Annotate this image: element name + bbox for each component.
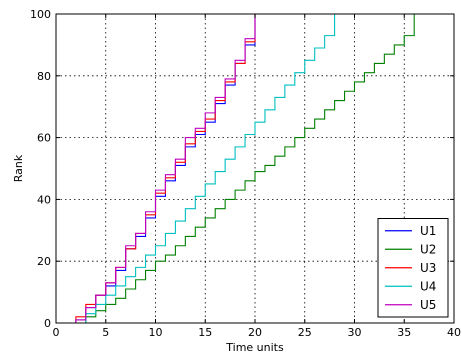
x-tick-label: 40 <box>447 326 461 339</box>
legend-label-u5: U5 <box>420 298 436 312</box>
x-tick-label: 30 <box>348 326 362 339</box>
y-tick-label: 100 <box>30 8 51 21</box>
legend: U1 U2 U3 U4 U5 <box>377 218 449 318</box>
x-tick-label: 0 <box>53 326 60 339</box>
series-line-u3 <box>75 14 256 323</box>
series-line-u5 <box>75 14 256 323</box>
x-tick-label: 10 <box>149 326 163 339</box>
y-axis-label: Rank <box>12 154 25 182</box>
series-line-u2 <box>75 14 415 324</box>
x-tick-label: 35 <box>397 326 411 339</box>
y-tick-label: 20 <box>37 255 51 268</box>
x-tick-label: 15 <box>198 326 212 339</box>
y-tick-label: 80 <box>37 70 51 83</box>
y-tick-label: 40 <box>37 193 51 206</box>
x-tick-label: 5 <box>102 326 109 339</box>
x-tick-label: 20 <box>248 326 262 339</box>
legend-label-u3: U3 <box>420 261 436 275</box>
axis-ticks: 0 5 10 15 20 25 30 35 40 0 20 40 60 80 100 <box>30 8 461 339</box>
y-tick-label: 60 <box>37 132 51 145</box>
series-line-u1 <box>75 14 256 323</box>
x-tick-label: 25 <box>298 326 312 339</box>
legend-label-u2: U2 <box>420 242 436 256</box>
series-lines <box>75 14 415 324</box>
legend-label-u4: U4 <box>420 279 436 293</box>
y-tick-label: 0 <box>44 317 51 330</box>
x-axis-label: Time units <box>225 341 284 354</box>
legend-label-u1: U1 <box>420 224 436 238</box>
series-line-u4 <box>75 14 336 324</box>
